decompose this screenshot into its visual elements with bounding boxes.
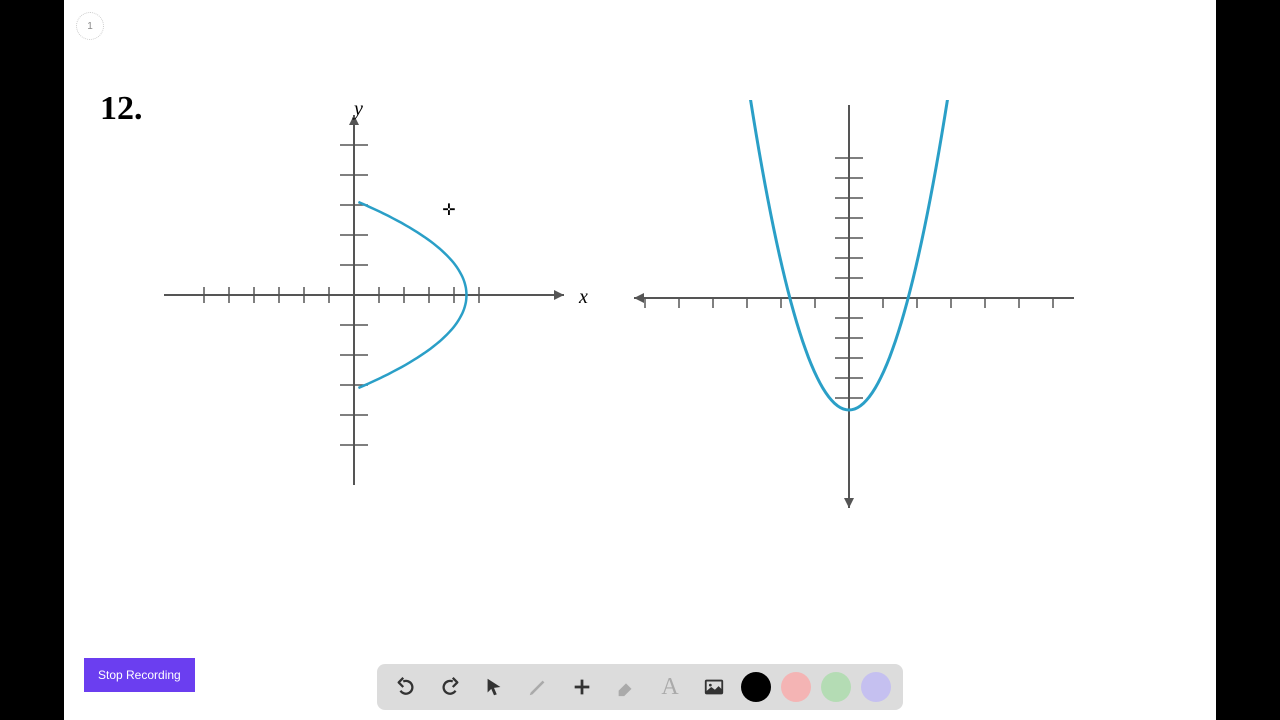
page-number: 1 bbox=[87, 21, 93, 32]
image-icon bbox=[703, 676, 725, 698]
x-axis-label: x bbox=[579, 286, 588, 309]
undo-icon bbox=[395, 676, 417, 698]
stop-recording-button[interactable]: Stop Recording bbox=[84, 658, 195, 692]
pencil-tool-button[interactable] bbox=[521, 670, 555, 704]
plus-icon bbox=[571, 676, 593, 698]
problem-number: 12. bbox=[100, 90, 143, 128]
graph-left-svg bbox=[164, 90, 584, 490]
y-axis-label: y bbox=[354, 98, 363, 121]
pencil-icon bbox=[527, 676, 549, 698]
graph-right bbox=[624, 100, 1084, 520]
page-indicator: 1 bbox=[76, 12, 104, 40]
color-swatch-purple[interactable] bbox=[861, 672, 891, 702]
graph-left bbox=[164, 90, 584, 490]
graph-right-svg bbox=[624, 100, 1084, 520]
color-swatch-red[interactable] bbox=[781, 672, 811, 702]
redo-button[interactable] bbox=[433, 670, 467, 704]
color-swatch-black[interactable] bbox=[741, 672, 771, 702]
canvas-stage: 1 12. y x ✛ Stop Recording A bbox=[64, 0, 1216, 720]
toolbar: A bbox=[377, 664, 903, 710]
crosshair-cursor-icon: ✛ bbox=[442, 200, 455, 220]
eraser-icon bbox=[615, 676, 637, 698]
color-swatch-green[interactable] bbox=[821, 672, 851, 702]
pointer-icon bbox=[483, 676, 505, 698]
cross-tool-button[interactable] bbox=[565, 670, 599, 704]
pointer-tool-button[interactable] bbox=[477, 670, 511, 704]
text-tool-button[interactable]: A bbox=[653, 670, 687, 704]
redo-icon bbox=[439, 676, 461, 698]
image-tool-button[interactable] bbox=[697, 670, 731, 704]
eraser-tool-button[interactable] bbox=[609, 670, 643, 704]
undo-button[interactable] bbox=[389, 670, 423, 704]
text-icon: A bbox=[661, 674, 678, 701]
